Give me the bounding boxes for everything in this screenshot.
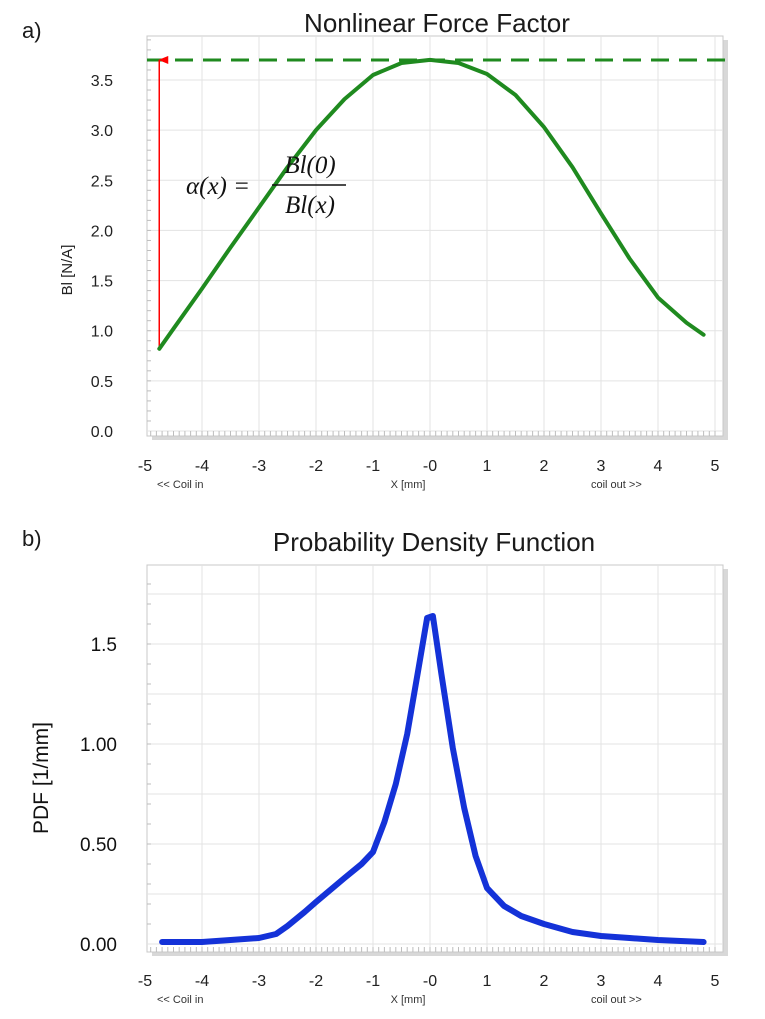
y-axis-label-a: Bl [N/A]: [59, 245, 76, 296]
x-tick-label: 3: [597, 458, 606, 475]
x-tick-label: -1: [366, 458, 380, 475]
x-tick-labels-b: -5 -4 -3 -2 -1 -0 1 2 3 4 5: [138, 973, 720, 990]
y-tick-label: 1.5: [91, 635, 117, 656]
x-tick-label: -0: [423, 458, 437, 475]
x-tick-label: 4: [654, 458, 663, 475]
coil-in-note-a: << Coil in: [157, 479, 203, 491]
x-tick-label: -4: [195, 973, 209, 990]
force-factor-chart: a) Nonlinear Force Factor 0.0 0.5 1.0 1.…: [22, 8, 728, 491]
y-tick-labels-a: 0.0 0.5 1.0 1.5 2.0 2.5 3.0 3.5: [91, 73, 113, 441]
x-tick-label: 5: [711, 973, 720, 990]
x-tick-label: 2: [540, 458, 549, 475]
x-tick-label: -2: [309, 458, 323, 475]
y-tick-labels-b: 0.00 0.50 1.00 1.5: [80, 635, 117, 956]
minor-ticks-b: [147, 583, 716, 952]
x-axis-label-a: X [mm]: [391, 479, 426, 491]
coil-out-note-a: coil out >>: [591, 479, 642, 491]
x-tick-label: -5: [138, 458, 152, 475]
x-tick-label: -1: [366, 973, 380, 990]
chart-title-a: Nonlinear Force Factor: [304, 8, 570, 38]
coil-out-note-b: coil out >>: [591, 994, 642, 1006]
plot-frame-a: [146, 35, 724, 437]
grid-a: [147, 36, 723, 436]
y-tick-label: 1.0: [91, 324, 113, 341]
coil-in-note-b: << Coil in: [157, 994, 203, 1006]
y-tick-label: 1.5: [91, 274, 113, 291]
x-tick-label: -5: [138, 973, 152, 990]
x-tick-label: -4: [195, 458, 209, 475]
x-tick-label: 4: [654, 973, 663, 990]
y-axis-label-b: PDF [1/mm]: [30, 722, 53, 834]
y-tick-label: 2.5: [91, 173, 113, 190]
y-tick-label: 0.50: [80, 835, 117, 856]
x-axis-label-b: X [mm]: [391, 994, 426, 1006]
y-tick-label: 3.5: [91, 73, 113, 90]
y-tick-label: 2.0: [91, 223, 113, 240]
x-tick-label: 3: [597, 973, 606, 990]
x-tick-label: -0: [423, 973, 437, 990]
pdf-curve: [159, 613, 707, 945]
minor-ticks-a: [147, 39, 716, 436]
x-tick-label: -3: [252, 973, 266, 990]
x-tick-label: -3: [252, 458, 266, 475]
chart-title-b: Probability Density Function: [273, 527, 595, 557]
y-tick-label: 0.0: [91, 424, 113, 441]
x-tick-labels-a: -5 -4 -3 -2 -1 -0 1 2 3 4 5: [138, 458, 720, 475]
pdf-chart: b) Probability Density Function 0.00 0.5…: [22, 526, 728, 1006]
y-tick-label: 0.5: [91, 374, 113, 391]
x-tick-label: 1: [483, 458, 492, 475]
x-tick-label: -2: [309, 973, 323, 990]
y-tick-label: 0.00: [80, 935, 117, 956]
formula-lhs: α(x) =: [186, 173, 250, 200]
x-tick-label: 1: [483, 973, 492, 990]
y-tick-label: 1.00: [80, 735, 117, 756]
formula-denominator: Bl(x): [285, 192, 335, 219]
x-tick-label: 2: [540, 973, 549, 990]
panel-label-a: a): [22, 18, 42, 43]
formula-numerator: Bl(0): [284, 152, 335, 179]
bl-curve: [157, 57, 706, 351]
formula: α(x) = Bl(0) Bl(x): [186, 152, 346, 219]
y-tick-label: 3.0: [91, 123, 113, 140]
x-tick-label: 5: [711, 458, 720, 475]
grid-b: [147, 565, 723, 952]
panel-label-b: b): [22, 526, 42, 551]
